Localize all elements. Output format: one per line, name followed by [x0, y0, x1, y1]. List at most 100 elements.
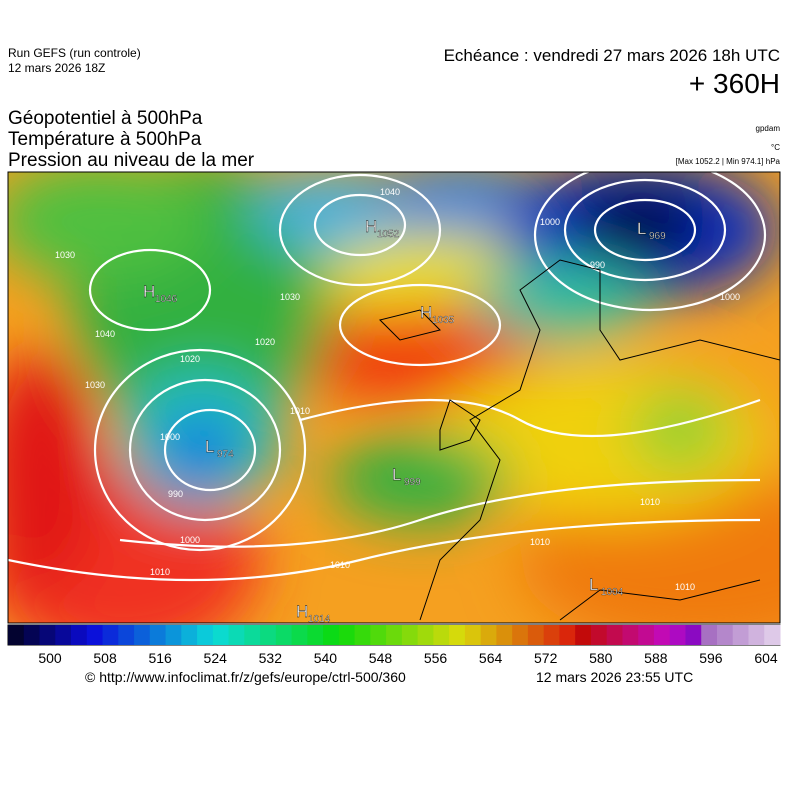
unit: [Max 1052.2 | Min 974.1] hPa	[675, 157, 780, 166]
center-letter: H	[143, 282, 155, 301]
colorbar	[8, 625, 781, 645]
isobar-label: 1000	[720, 292, 740, 302]
colorbar-cell	[386, 625, 403, 645]
isobar-label: 1010	[150, 567, 170, 577]
colorbar-label: 564	[479, 650, 503, 666]
center-value: 1052	[377, 229, 400, 240]
colorbar-cell	[165, 625, 182, 645]
colorbar-cell	[764, 625, 781, 645]
colorbar-label: 588	[644, 650, 668, 666]
colorbar-label: 596	[699, 650, 723, 666]
colorbar-cell	[716, 625, 734, 645]
lead-time: + 360H	[688, 68, 780, 99]
colorbar-cell	[543, 625, 560, 645]
field: Température à 500hPa	[8, 129, 202, 150]
center-letter: H	[365, 217, 377, 236]
colorbar-cell	[134, 625, 151, 645]
colorbar-label: 516	[148, 650, 172, 666]
isobar-label: 1010	[640, 497, 660, 507]
colorbar-cell	[228, 625, 245, 645]
colorbar-cell	[496, 625, 513, 645]
footer-url: © http://www.infoclimat.fr/z/gefs/europe…	[85, 669, 406, 685]
colorbar-cell	[323, 625, 340, 645]
colorbar-cell	[8, 625, 25, 645]
colorbar-cell	[244, 625, 261, 645]
colorbar-cell	[370, 625, 387, 645]
footer-date: 12 mars 2026 23:55 UTC	[536, 669, 694, 685]
colorbar-label: 572	[534, 650, 558, 666]
isobar-label: 1010	[290, 406, 310, 416]
colorbar-cell	[55, 625, 72, 645]
colorbar-cell	[685, 625, 702, 645]
colorbar-cell	[606, 625, 623, 645]
colorbar-cell	[401, 625, 419, 645]
isobar-label: 990	[168, 489, 183, 499]
center-letter: L	[637, 219, 646, 238]
center-letter: L	[392, 465, 401, 484]
colorbar-cell	[701, 625, 718, 645]
center-value: 999	[404, 477, 421, 488]
colorbar-cell	[181, 625, 198, 645]
colorbar-cell	[732, 625, 749, 645]
isobar-label: 1030	[280, 292, 300, 302]
center-letter: H	[296, 602, 308, 621]
colorbar-cell	[653, 625, 671, 645]
colorbar-cell	[260, 625, 277, 645]
colorbar-label: 548	[369, 650, 393, 666]
colorbar-cell	[590, 625, 608, 645]
colorbar-cell	[86, 625, 104, 645]
isobar-label: 1000	[180, 535, 200, 545]
colorbar-label: 500	[38, 650, 62, 666]
colorbar-cell	[669, 625, 686, 645]
colorbar-cell	[638, 625, 655, 645]
colorbar-label: 532	[259, 650, 283, 666]
colorbar-label: 540	[314, 650, 338, 666]
echeance: Echéance : vendredi 27 mars 2026 18h UTC	[443, 46, 780, 65]
isobar-label: 1010	[330, 560, 350, 570]
colorbar-cell	[480, 625, 497, 645]
center-value: 1046	[155, 294, 178, 305]
colorbar-label: 580	[589, 650, 613, 666]
colorbar-cell	[23, 625, 41, 645]
colorbar-cell	[212, 625, 230, 645]
colorbar-cell	[559, 625, 576, 645]
colorbar-cell	[118, 625, 135, 645]
colorbar-label: 524	[204, 650, 228, 666]
field-shading	[8, 172, 780, 623]
run-date: 12 mars 2026 18Z	[8, 61, 106, 75]
center-letter: L	[205, 437, 214, 456]
center-letter: H	[420, 303, 432, 322]
run: Run GEFS (run controle)	[8, 46, 141, 60]
colorbar-cell	[433, 625, 450, 645]
colorbar-cell	[307, 625, 324, 645]
colorbar-cell	[102, 625, 119, 645]
field: Pression au niveau de la mer	[8, 150, 255, 171]
colorbar-cell	[39, 625, 56, 645]
isobar-label: 1040	[95, 329, 115, 339]
colorbar-label: 556	[424, 650, 448, 666]
isobar-label: 1000	[160, 432, 180, 442]
colorbar-label: 508	[93, 650, 117, 666]
center-value: 969	[649, 231, 666, 242]
center-value: 1014	[308, 614, 331, 625]
colorbar-cell	[149, 625, 167, 645]
colorbar-cell	[748, 625, 765, 645]
center-value: 974	[217, 449, 234, 460]
center-value: 1004	[601, 587, 624, 598]
isobar-label: 1000	[540, 217, 560, 227]
colorbar-cell	[575, 625, 592, 645]
colorbar-cell	[291, 625, 308, 645]
colorbar-cell	[354, 625, 371, 645]
colorbar-cell	[449, 625, 466, 645]
isobar-label: 1010	[675, 582, 695, 592]
colorbar-label: 604	[754, 650, 778, 666]
unit: gpdam	[755, 124, 780, 133]
field: Géopotentiel à 500hPa	[8, 108, 203, 129]
isobar-label: 1020	[180, 354, 200, 364]
colorbar-cell	[464, 625, 482, 645]
colorbar-cell	[622, 625, 639, 645]
isobar-label: 1020	[255, 337, 275, 347]
isobar-label: 990	[590, 260, 605, 270]
